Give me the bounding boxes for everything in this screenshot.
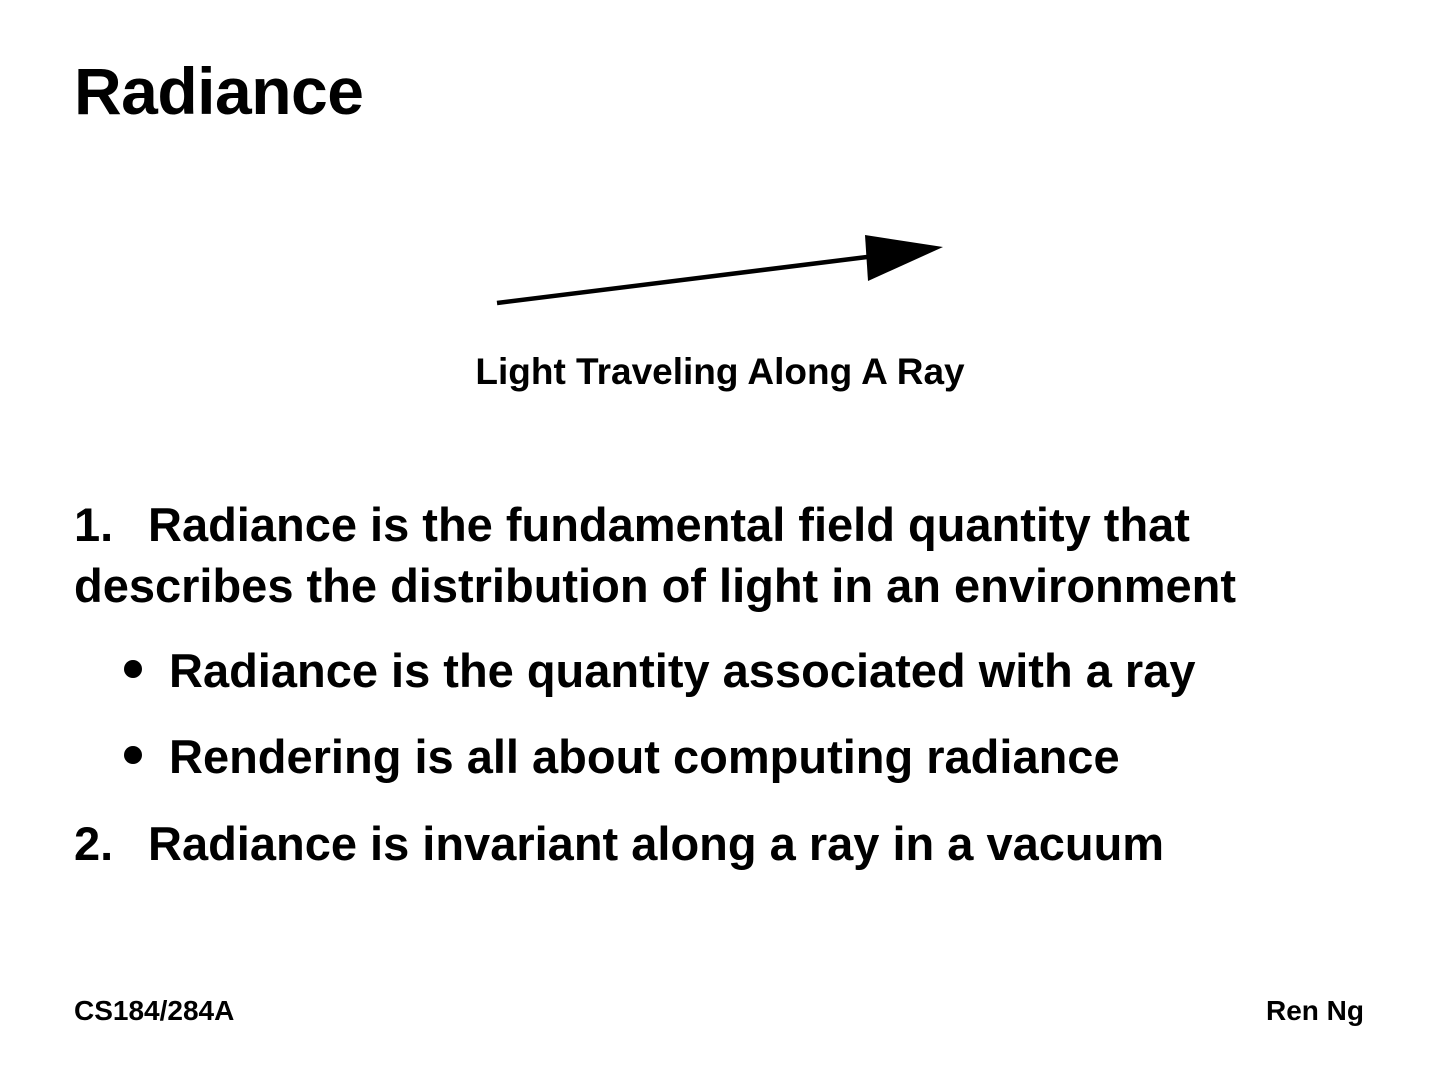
slide-title: Radiance: [74, 54, 364, 128]
footer-course: CS184/284A: [74, 995, 235, 1026]
bullet-item: Rendering is all about computing radianc…: [124, 726, 1120, 787]
point-2-number: 2.: [74, 817, 114, 870]
point-2: 2. Radiance is invariant along a ray in a…: [74, 813, 1164, 874]
bullet-dot: [124, 745, 142, 764]
point-1-line-2: describes the distribution of light in a…: [74, 559, 1237, 612]
point-1: 1. Radiance is the fundamental field quan…: [74, 494, 1236, 616]
bullet-item: Radiance is the quantity associated with…: [124, 640, 1196, 701]
footer-author: Ren Ng: [1266, 995, 1364, 1026]
point-1-number: 1.: [74, 498, 114, 551]
point-2-text: Radiance is invariant along a ray in a v…: [148, 817, 1165, 870]
point-1-line-1: 1. Radiance is the fundamental field quan…: [74, 494, 1236, 555]
ray-caption: Light Traveling Along A Ray: [475, 351, 965, 392]
ray-line: [496, 253, 876, 306]
bullet-dot: [124, 659, 142, 678]
ray-arrowhead: [865, 235, 943, 281]
bullet-text: Rendering is all about computing radianc…: [169, 730, 1120, 783]
point-1-text: Radiance is the fundamental field quanti…: [148, 498, 1190, 551]
bullet-text: Radiance is the quantity associated with…: [169, 644, 1196, 697]
